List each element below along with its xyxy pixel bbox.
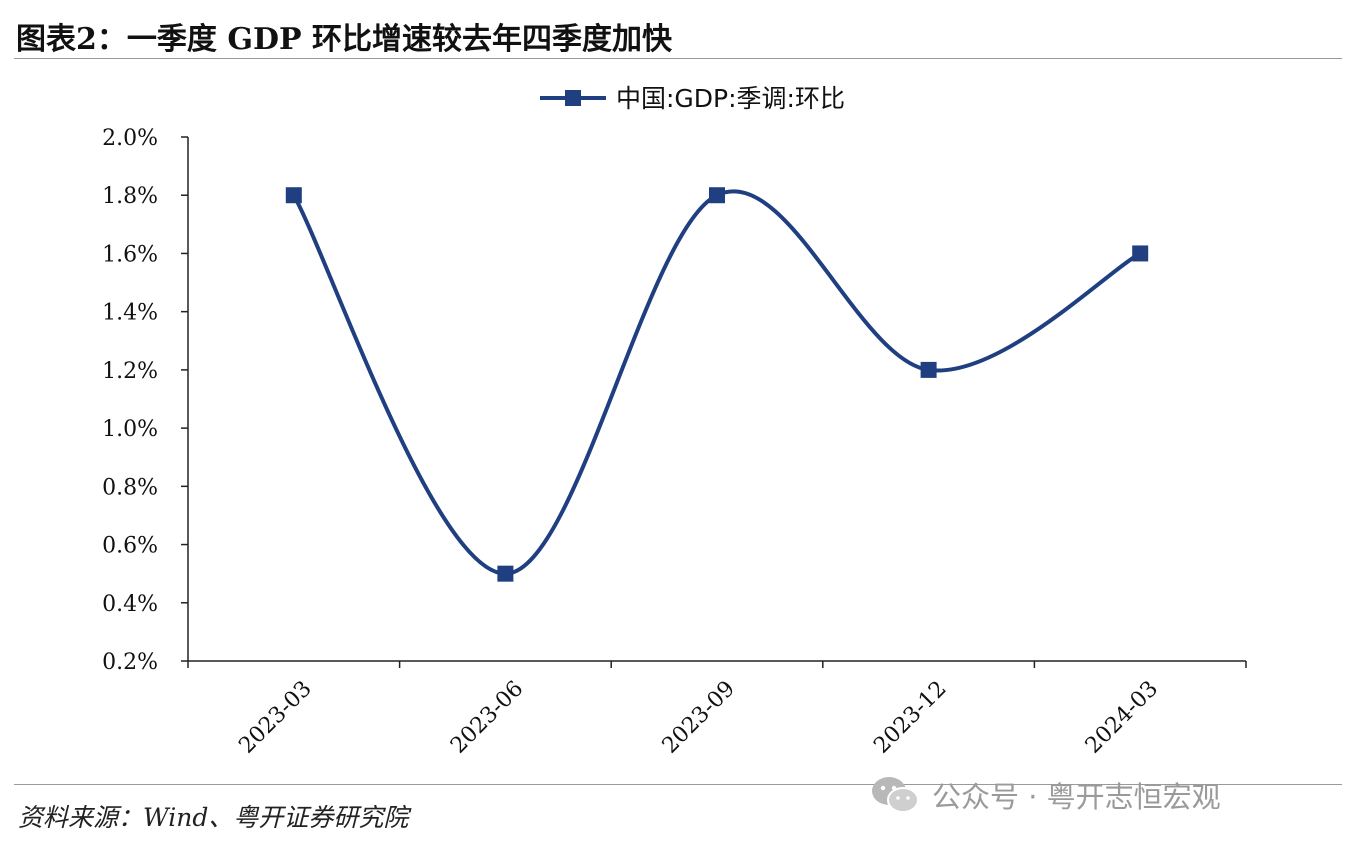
series-line: [291, 189, 1143, 576]
y-tick-label: 0.6%: [102, 534, 158, 559]
y-tick-label: 0.4%: [102, 592, 158, 617]
x-tick-label: 2023-03: [234, 676, 316, 758]
y-tick-label: 2.0%: [102, 126, 158, 151]
source-note: 资料来源：Wind、粤开证券研究院: [18, 803, 409, 832]
chart-axes: [187, 137, 1246, 662]
x-axis-ticks: 2023-03 2023-06 2023-09 2023-12 2024-03: [187, 661, 1247, 759]
chart-legend: 中国:GDP:季调:环比: [540, 84, 845, 113]
legend-label: 中国:GDP:季调:环比: [616, 84, 845, 113]
y-tick-label: 1.2%: [102, 359, 158, 384]
watermark-text: 公众号 · 粤开志恒宏观: [932, 780, 1221, 814]
title-divider: [14, 58, 1342, 59]
y-tick-label: 1.0%: [102, 417, 158, 442]
wechat-icon: [872, 777, 919, 813]
data-point-marker: [709, 187, 725, 204]
page-title: 图表2：一季度 GDP 环比增速较去年四季度加快: [16, 22, 672, 57]
y-tick-label: 1.4%: [102, 301, 158, 326]
x-tick-label: 2023-06: [446, 676, 528, 758]
series-markers: [285, 187, 1149, 582]
y-axis-ticks: 2.0% 1.8% 1.6% 1.4% 1.2% 1.0% 0.8% 0.6% 0.4% 0.2%: [102, 126, 188, 675]
y-tick-label: 1.8%: [102, 184, 158, 209]
data-point-marker: [920, 361, 937, 378]
watermark: 公众号 · 粤开志恒宏观: [870, 772, 1221, 818]
y-tick-label: 0.8%: [102, 475, 158, 500]
data-point-marker: [1132, 245, 1149, 262]
x-tick-label: 2023-12: [869, 676, 951, 758]
data-point-marker: [285, 187, 302, 204]
x-tick-label: 2023-09: [658, 676, 740, 758]
footer-divider: [14, 784, 1342, 785]
y-tick-label: 0.2%: [102, 650, 158, 675]
y-tick-label: 1.6%: [102, 242, 158, 267]
x-tick-label: 2024-03: [1081, 676, 1163, 758]
data-point-marker: [497, 565, 514, 582]
legend-marker-swatch: [565, 90, 581, 106]
